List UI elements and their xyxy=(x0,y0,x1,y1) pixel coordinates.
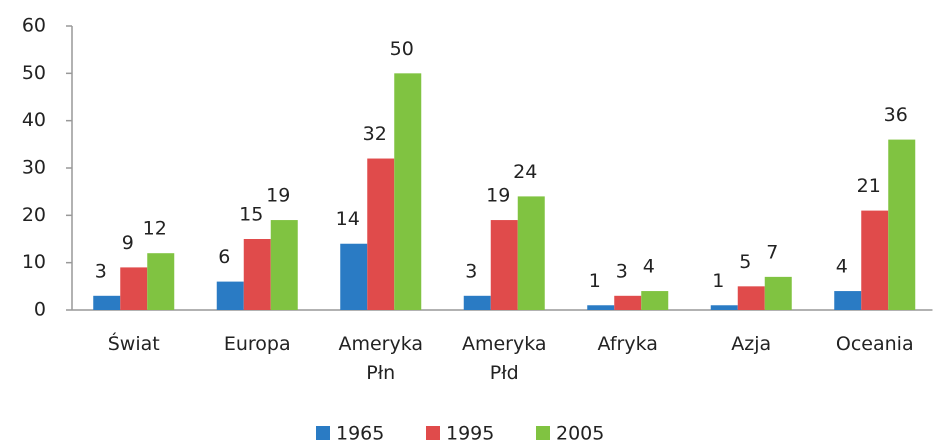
y-tick-label: 60 xyxy=(22,15,46,37)
y-tick-label: 30 xyxy=(22,157,46,179)
bar xyxy=(517,196,545,310)
bar xyxy=(641,291,669,310)
y-tick-label: 20 xyxy=(22,204,46,226)
x-tick-label: Europa xyxy=(224,333,291,355)
bar xyxy=(737,286,765,310)
data-label: 1 xyxy=(712,270,724,292)
bar xyxy=(216,281,244,310)
bar xyxy=(834,291,862,310)
data-label: 4 xyxy=(643,256,655,278)
data-label: 15 xyxy=(239,204,263,226)
bar xyxy=(367,158,395,310)
legend-swatch xyxy=(426,426,440,440)
legend-swatch xyxy=(536,426,550,440)
data-label: 12 xyxy=(143,218,167,240)
bar xyxy=(270,220,298,310)
bar xyxy=(888,139,916,310)
x-tick-label: Oceania xyxy=(836,333,914,355)
bar xyxy=(120,267,148,310)
data-label: 7 xyxy=(766,241,778,263)
data-label: 21 xyxy=(857,175,881,197)
x-tick-label: Azja xyxy=(731,333,771,355)
data-label: 24 xyxy=(513,161,537,183)
bar xyxy=(147,253,175,310)
data-label: 36 xyxy=(884,104,908,126)
bar xyxy=(394,73,422,310)
x-tick-label: Afryka xyxy=(598,333,658,355)
data-label: 50 xyxy=(390,38,414,60)
legend-label: 1995 xyxy=(446,423,494,444)
bar xyxy=(463,295,491,310)
data-label: 3 xyxy=(616,260,628,282)
bar xyxy=(490,220,518,310)
bar xyxy=(764,276,792,310)
data-label: 9 xyxy=(122,232,134,254)
x-tick-label: Świat xyxy=(108,331,160,355)
y-tick-label: 0 xyxy=(34,299,46,321)
data-label: 19 xyxy=(266,185,290,207)
data-label: 14 xyxy=(336,208,360,230)
data-label: 19 xyxy=(486,185,510,207)
y-tick-label: 50 xyxy=(22,62,46,84)
bar xyxy=(340,243,368,310)
legend-label: 2005 xyxy=(556,423,604,444)
bar xyxy=(93,295,121,310)
bar xyxy=(587,305,615,310)
data-label: 32 xyxy=(363,123,387,145)
data-label: 3 xyxy=(95,260,107,282)
x-tick-label: Ameryka Płd xyxy=(462,333,547,384)
y-tick-label: 10 xyxy=(22,251,46,273)
bar xyxy=(710,305,738,310)
legend-label: 1965 xyxy=(336,423,384,444)
legend-swatch xyxy=(316,426,330,440)
y-tick-label: 40 xyxy=(22,109,46,131)
data-label: 4 xyxy=(836,256,848,278)
bar xyxy=(861,210,889,310)
bar xyxy=(243,239,271,310)
x-tick-label: Ameryka Płn xyxy=(338,333,423,384)
data-label: 3 xyxy=(465,260,477,282)
data-label: 6 xyxy=(218,246,230,268)
data-label: 5 xyxy=(739,251,751,273)
data-label: 1 xyxy=(589,270,601,292)
bar xyxy=(614,295,642,310)
